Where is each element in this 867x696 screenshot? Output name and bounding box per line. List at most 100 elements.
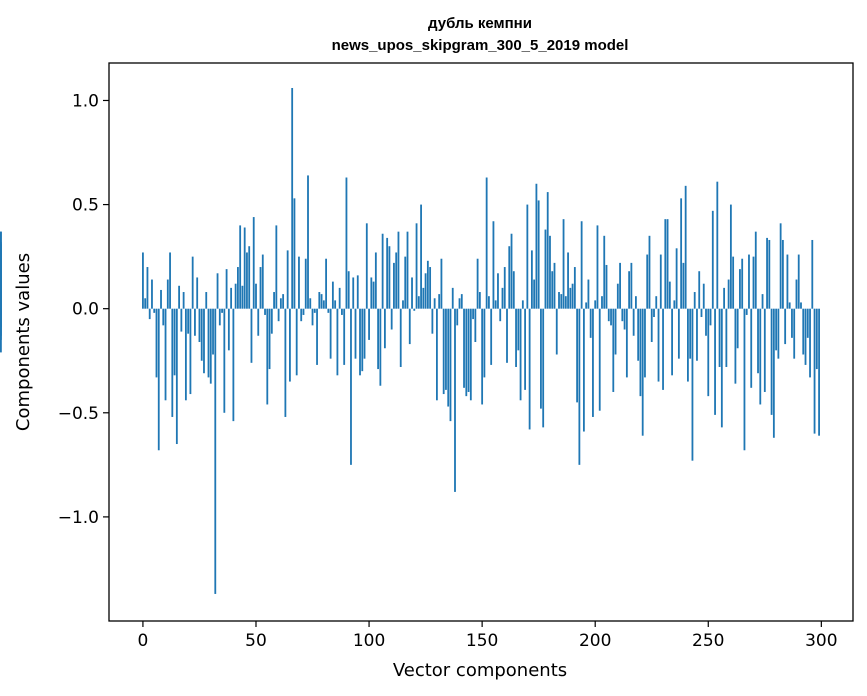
bar [200,308,203,361]
bar [546,192,549,309]
bar [282,294,285,309]
bar [429,267,432,309]
bar [445,308,447,390]
bar [621,308,624,322]
bar [160,289,162,309]
y-tick-label: 0.5 [72,196,99,216]
bar [809,308,811,378]
bar [494,300,497,309]
bar [241,285,244,309]
bar [675,248,678,309]
bar [246,252,248,309]
bar [151,279,153,309]
bar [216,273,219,309]
bar [750,308,753,388]
bar [598,308,601,411]
bar [178,285,181,309]
bar [725,308,728,367]
bar [237,267,239,309]
bar [582,308,585,432]
bar [227,308,230,351]
bar [569,287,572,309]
bar [300,308,303,322]
bar [711,210,714,309]
bar [702,283,705,309]
bar [560,294,563,309]
bar [806,308,809,338]
bar [381,233,384,309]
bar [587,279,590,309]
bar [472,308,474,320]
bar [390,308,393,330]
bar [298,256,300,309]
bar [535,183,538,309]
bar [436,308,438,401]
bar [393,262,395,309]
bar [279,298,282,309]
bar [705,308,707,336]
bar [791,308,793,338]
bar [659,254,662,309]
bar [623,308,626,330]
bar [544,229,547,309]
bar [732,256,735,309]
bar [250,308,253,363]
bar [605,264,608,309]
bar [775,308,778,351]
bar [562,219,565,309]
bar [363,308,366,359]
bar [761,294,764,309]
bar [474,308,477,342]
bar [483,308,486,378]
bar [189,308,192,395]
bar [142,252,144,309]
bar [639,308,642,397]
bar [578,308,581,465]
bar [345,177,348,309]
bar [759,308,762,405]
bar [368,308,370,340]
bar [223,308,226,413]
bar [331,281,334,309]
bar [239,225,242,309]
bar [727,279,730,309]
bar [564,296,567,309]
bar [603,235,606,309]
bar [528,308,531,430]
bar [655,296,658,309]
chart-title-line-2: news_upos_skipgram_300_5_2019 model [332,37,629,54]
bar [334,300,337,309]
bar [214,308,217,594]
bar [784,308,787,345]
bar [553,262,556,309]
bar [451,287,454,309]
bar [811,239,814,309]
bar [580,221,583,309]
bar [517,308,520,351]
bar [646,254,649,309]
bar [815,308,818,370]
x-axis-label: Vector components [393,660,567,681]
bar [777,308,780,359]
bar [481,308,484,405]
bar [347,271,350,309]
bar [424,273,427,309]
bar [465,308,468,397]
bar [232,308,235,422]
x-tick-label: 50 [245,631,267,651]
bar [354,308,357,359]
bar [198,308,201,342]
bar [718,308,721,367]
y-tick-label: 0.0 [72,300,99,320]
bar [413,308,416,311]
bar [666,219,669,309]
bar [207,308,210,378]
bar [734,308,737,384]
bar [356,275,359,309]
bar [336,308,339,376]
bar [325,258,327,309]
bar [763,308,766,392]
bar [302,308,305,315]
bar [243,227,246,309]
